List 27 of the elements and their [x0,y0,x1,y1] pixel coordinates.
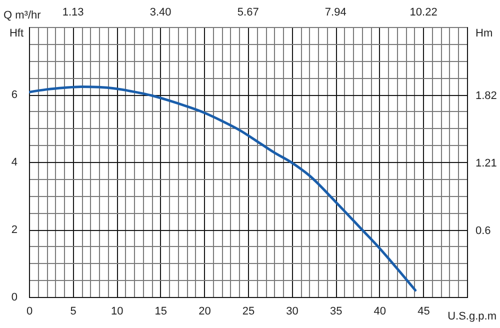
y2-axis-title: Hm [476,28,493,40]
y-tick-label: 2 [11,224,18,236]
y2-tick-label: 1.21 [476,157,497,170]
x-tick-label: 40 [374,306,386,318]
x-tick-label: 25 [242,306,255,318]
y-tick-label: 6 [11,89,18,101]
y-tick-label: 4 [11,156,18,168]
x-axis-title: U.S.g.p.m [448,310,496,322]
y2-tick-label: 1.82 [476,90,497,102]
x-tick-label: 30 [286,306,298,318]
x2-tick-label: 1.13 [62,6,84,18]
x-tick-label: 35 [330,306,342,318]
x2-tick-label: 10.22 [410,6,438,18]
y2-tick-label: 0.6 [476,225,491,238]
x2-tick-label: 5.67 [237,6,259,18]
y-tick-label: 0 [11,292,18,304]
x-tick-label: 10 [110,306,124,318]
x-tick-label: 20 [198,306,211,318]
x2-tick-label: 7.94 [324,6,346,18]
x-tick-label: 15 [154,306,168,318]
x-tick-label: 0 [26,306,33,318]
line-series [29,85,417,292]
x2-tick-label: 3.40 [150,6,172,18]
x-tick-label: 5 [70,306,76,318]
x2-axis-title: Q m³/hr [4,10,42,22]
y-axis-title: Hft [9,28,24,40]
x-tick-label: 45 [418,306,430,318]
